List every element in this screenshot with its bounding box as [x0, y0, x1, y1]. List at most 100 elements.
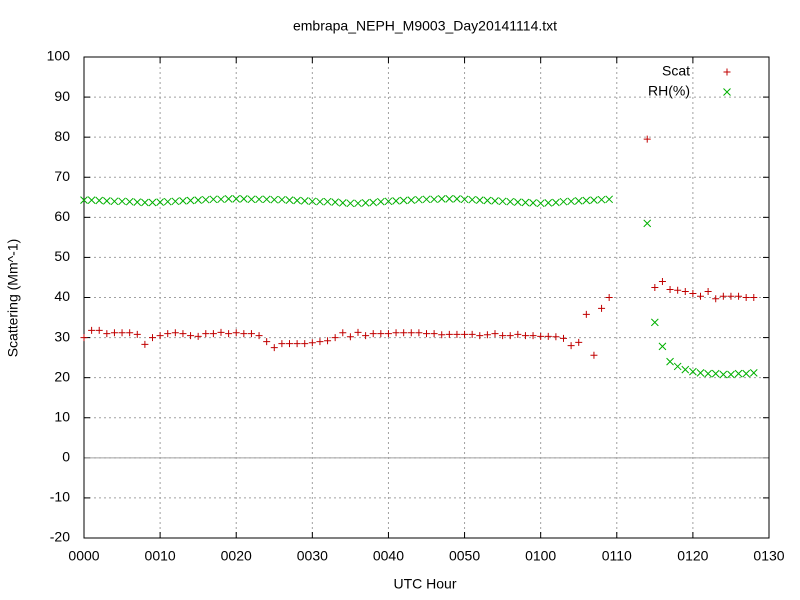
data-point: [133, 198, 142, 206]
y-tick-label: 70: [54, 168, 70, 184]
data-point: [521, 332, 529, 340]
data-point: [201, 195, 210, 204]
data-point: [437, 195, 446, 203]
data-point: [681, 365, 690, 374]
data-point: [392, 197, 400, 205]
data-point: [225, 330, 233, 338]
data-point: [453, 330, 461, 338]
data-point: [574, 197, 583, 205]
data-point: [148, 198, 157, 207]
data-point: [400, 329, 408, 337]
data-point: [110, 197, 119, 206]
data-point: [384, 330, 392, 338]
data-point: [422, 195, 431, 204]
data-point: [423, 330, 430, 338]
y-axis-label: Scattering (Mm^-1): [5, 239, 21, 358]
data-point: [544, 199, 553, 207]
y-tick-label: 50: [54, 248, 70, 264]
data-point: [301, 340, 309, 348]
data-point: [498, 197, 507, 206]
data-point: [552, 198, 560, 207]
data-point: [461, 330, 469, 338]
data-point: [650, 318, 659, 327]
data-point: [164, 330, 172, 338]
data-point: [209, 330, 217, 338]
data-point: [171, 197, 180, 206]
data-point: [529, 199, 537, 207]
y-tick-label: -20: [50, 529, 70, 545]
data-point: [156, 332, 164, 340]
data-point: [118, 329, 126, 337]
data-point: [346, 199, 355, 208]
data-point: [239, 195, 248, 203]
data-point: [88, 326, 96, 334]
data-point: [742, 294, 750, 301]
data-point: [270, 344, 278, 352]
data-point: [338, 199, 347, 207]
data-point: [118, 197, 126, 206]
data-point: [323, 197, 332, 206]
data-point: [514, 330, 522, 338]
data-point: [483, 331, 491, 339]
data-point: [369, 198, 378, 207]
data-point: [696, 369, 705, 377]
data-point: [567, 197, 575, 206]
data-point: [202, 330, 210, 338]
data-point: [651, 283, 659, 291]
data-point: [232, 195, 241, 203]
data-point: [392, 329, 400, 337]
data-point: [582, 310, 590, 318]
data-point: [361, 199, 370, 207]
data-point: [331, 198, 340, 206]
data-point: [377, 330, 385, 338]
legend-label: RH(%): [648, 83, 690, 99]
data-point: [80, 334, 88, 342]
data-point: [468, 330, 476, 338]
legend-marker: [723, 88, 731, 96]
x-tick-label: 0120: [677, 548, 708, 564]
data-point: [316, 197, 324, 206]
x-tick-label: 0100: [525, 548, 556, 564]
data-point: [126, 329, 134, 337]
data-point: [597, 195, 606, 204]
data-point: [141, 198, 149, 207]
data-point: [491, 197, 499, 205]
data-point: [187, 332, 195, 340]
data-point: [240, 330, 248, 338]
legend-marker: [723, 68, 731, 76]
data-point: [453, 195, 461, 203]
data-point: [110, 329, 118, 337]
data-point: [149, 334, 156, 342]
y-tick-label: 100: [47, 48, 71, 64]
data-point: [506, 197, 515, 206]
data-point: [384, 197, 393, 206]
data-point: [407, 196, 416, 204]
data-point: [430, 195, 438, 204]
data-point: [445, 195, 454, 203]
data-point: [445, 330, 453, 338]
y-tick-label: -10: [50, 489, 70, 505]
data-point: [499, 332, 507, 340]
data-point: [179, 330, 187, 338]
data-point: [468, 195, 477, 204]
data-point: [87, 196, 96, 204]
data-point: [415, 195, 423, 204]
data-point: [102, 197, 111, 205]
data-point: [217, 195, 225, 204]
data-point: [179, 197, 187, 205]
data-point: [666, 357, 674, 366]
x-tick-label: 0020: [221, 548, 252, 564]
data-point: [125, 197, 134, 206]
x-tick-label: 0010: [145, 548, 176, 564]
data-point: [704, 369, 712, 378]
data-point: [598, 304, 606, 312]
data-point: [491, 330, 499, 338]
data-point: [285, 196, 294, 204]
data-point: [658, 342, 667, 351]
data-point: [681, 287, 689, 295]
data-point: [156, 198, 164, 206]
y-tick-label: 80: [54, 128, 70, 144]
data-point: [262, 195, 271, 204]
data-point: [438, 331, 446, 339]
